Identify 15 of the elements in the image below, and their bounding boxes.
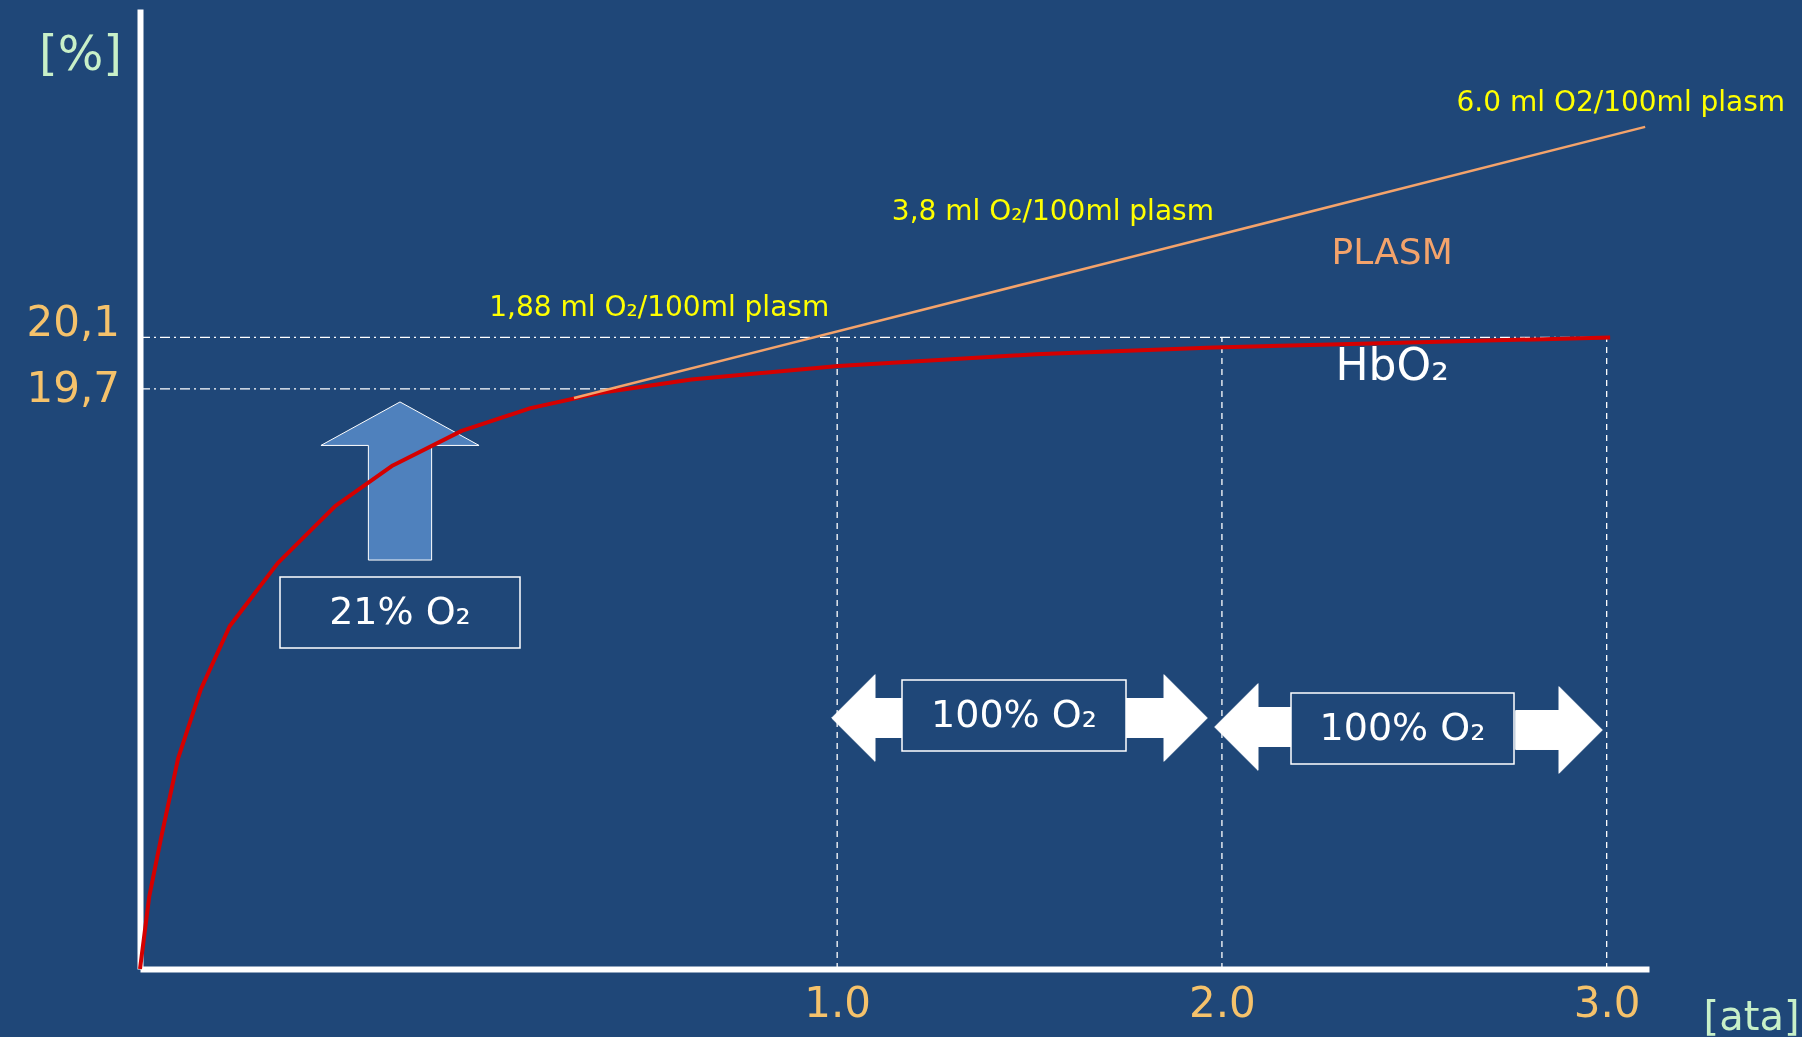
text: 19,7 (26, 362, 120, 412)
annotation: 6.0 ml O2/100ml plasm (1456, 84, 1786, 118)
x-tick-label: 2.0 (1189, 977, 1256, 1027)
annotation: 21% O₂ (329, 588, 471, 633)
y-axis-title: [%] (38, 24, 123, 81)
annotation: 100% O₂ (1319, 704, 1486, 749)
series-label: PLASM (1331, 230, 1453, 272)
x-tick-label: 1.0 (804, 977, 872, 1027)
annotation: 1,88 ml O₂/100ml plasm (489, 289, 830, 323)
text: 20,1 (26, 297, 120, 347)
x-axis-title: [ata] (1703, 992, 1800, 1037)
x-tick-label: 3.0 (1573, 977, 1641, 1027)
annotation: 100% O₂ (931, 691, 1097, 736)
series-label: HbO₂ (1335, 339, 1449, 391)
annotation: 3,8 ml O₂/100ml plasm (891, 194, 1214, 228)
